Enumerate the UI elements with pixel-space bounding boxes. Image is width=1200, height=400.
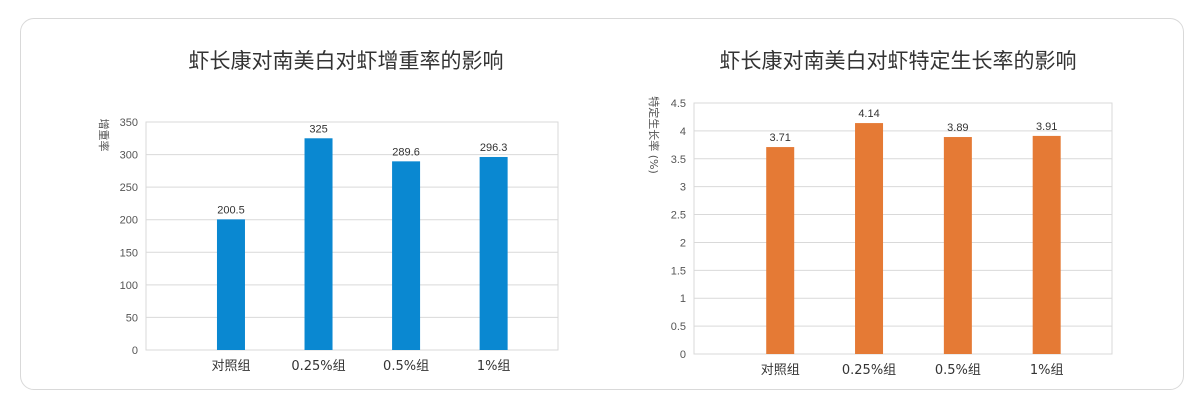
data-label: 296.3 [480, 142, 508, 154]
bar-1%组 [1032, 135, 1061, 354]
charts-panel [20, 18, 1184, 390]
y-tick-label: 350 [120, 117, 138, 129]
x-category-label: 0.25%组 [842, 363, 896, 378]
x-category-label: 0.5%组 [383, 359, 429, 374]
data-label: 200.5 [217, 204, 245, 216]
y-tick-label: 1.5 [671, 265, 686, 277]
y-tick-label: 50 [126, 312, 138, 324]
y-tick-label: 100 [120, 280, 138, 292]
plot-frame [693, 102, 1113, 355]
y-tick-label: 0.5 [671, 321, 686, 333]
y-tick-label: 2 [680, 237, 686, 249]
bar-对照组 [766, 147, 795, 354]
x-category-label: 0.5%组 [935, 363, 981, 378]
x-category-label: 0.25%组 [291, 359, 345, 374]
x-category-label: 1%组 [1030, 363, 1064, 378]
chart-title: 虾长康对南美白对虾增重率的影响 [189, 49, 504, 73]
y-tick-label: 4 [680, 126, 686, 138]
y-tick-label: 4.5 [671, 98, 686, 110]
x-category-label: 1%组 [477, 359, 511, 374]
chart-title: 虾长康对南美白对虾特定生长率的影响 [720, 49, 1077, 73]
y-tick-label: 3.5 [671, 154, 686, 166]
y-tick-label: 0 [680, 349, 686, 361]
data-label: 3.89 [947, 122, 968, 134]
data-label: 4.14 [858, 108, 879, 120]
y-tick-label: 3 [680, 182, 686, 194]
data-label: 325 [309, 123, 327, 135]
y-tick-label: 300 [120, 150, 138, 162]
x-category-label: 对照组 [211, 359, 250, 374]
bar-对照组 [216, 219, 245, 350]
y-tick-label: 150 [120, 247, 138, 259]
bar-1%组 [479, 156, 508, 350]
bar-0.5%组 [943, 137, 972, 354]
y-tick-label: 1 [680, 293, 686, 305]
data-label: 3.91 [1036, 121, 1057, 133]
y-tick-label: 200 [120, 215, 138, 227]
y-axis-label: 特定生长率 (%) [647, 96, 661, 174]
y-tick-label: 250 [120, 182, 138, 194]
bar-0.5%组 [392, 161, 421, 350]
plot-frame [145, 121, 559, 351]
y-axis-label: 增重率 [97, 119, 111, 152]
y-tick-label: 2.5 [671, 210, 686, 222]
data-label: 289.6 [392, 146, 420, 158]
x-category-label: 对照组 [761, 363, 800, 378]
data-label: 3.71 [770, 132, 791, 144]
y-tick-label: 0 [132, 345, 138, 357]
bar-0.25%组 [855, 123, 884, 354]
bar-0.25%组 [304, 138, 333, 350]
